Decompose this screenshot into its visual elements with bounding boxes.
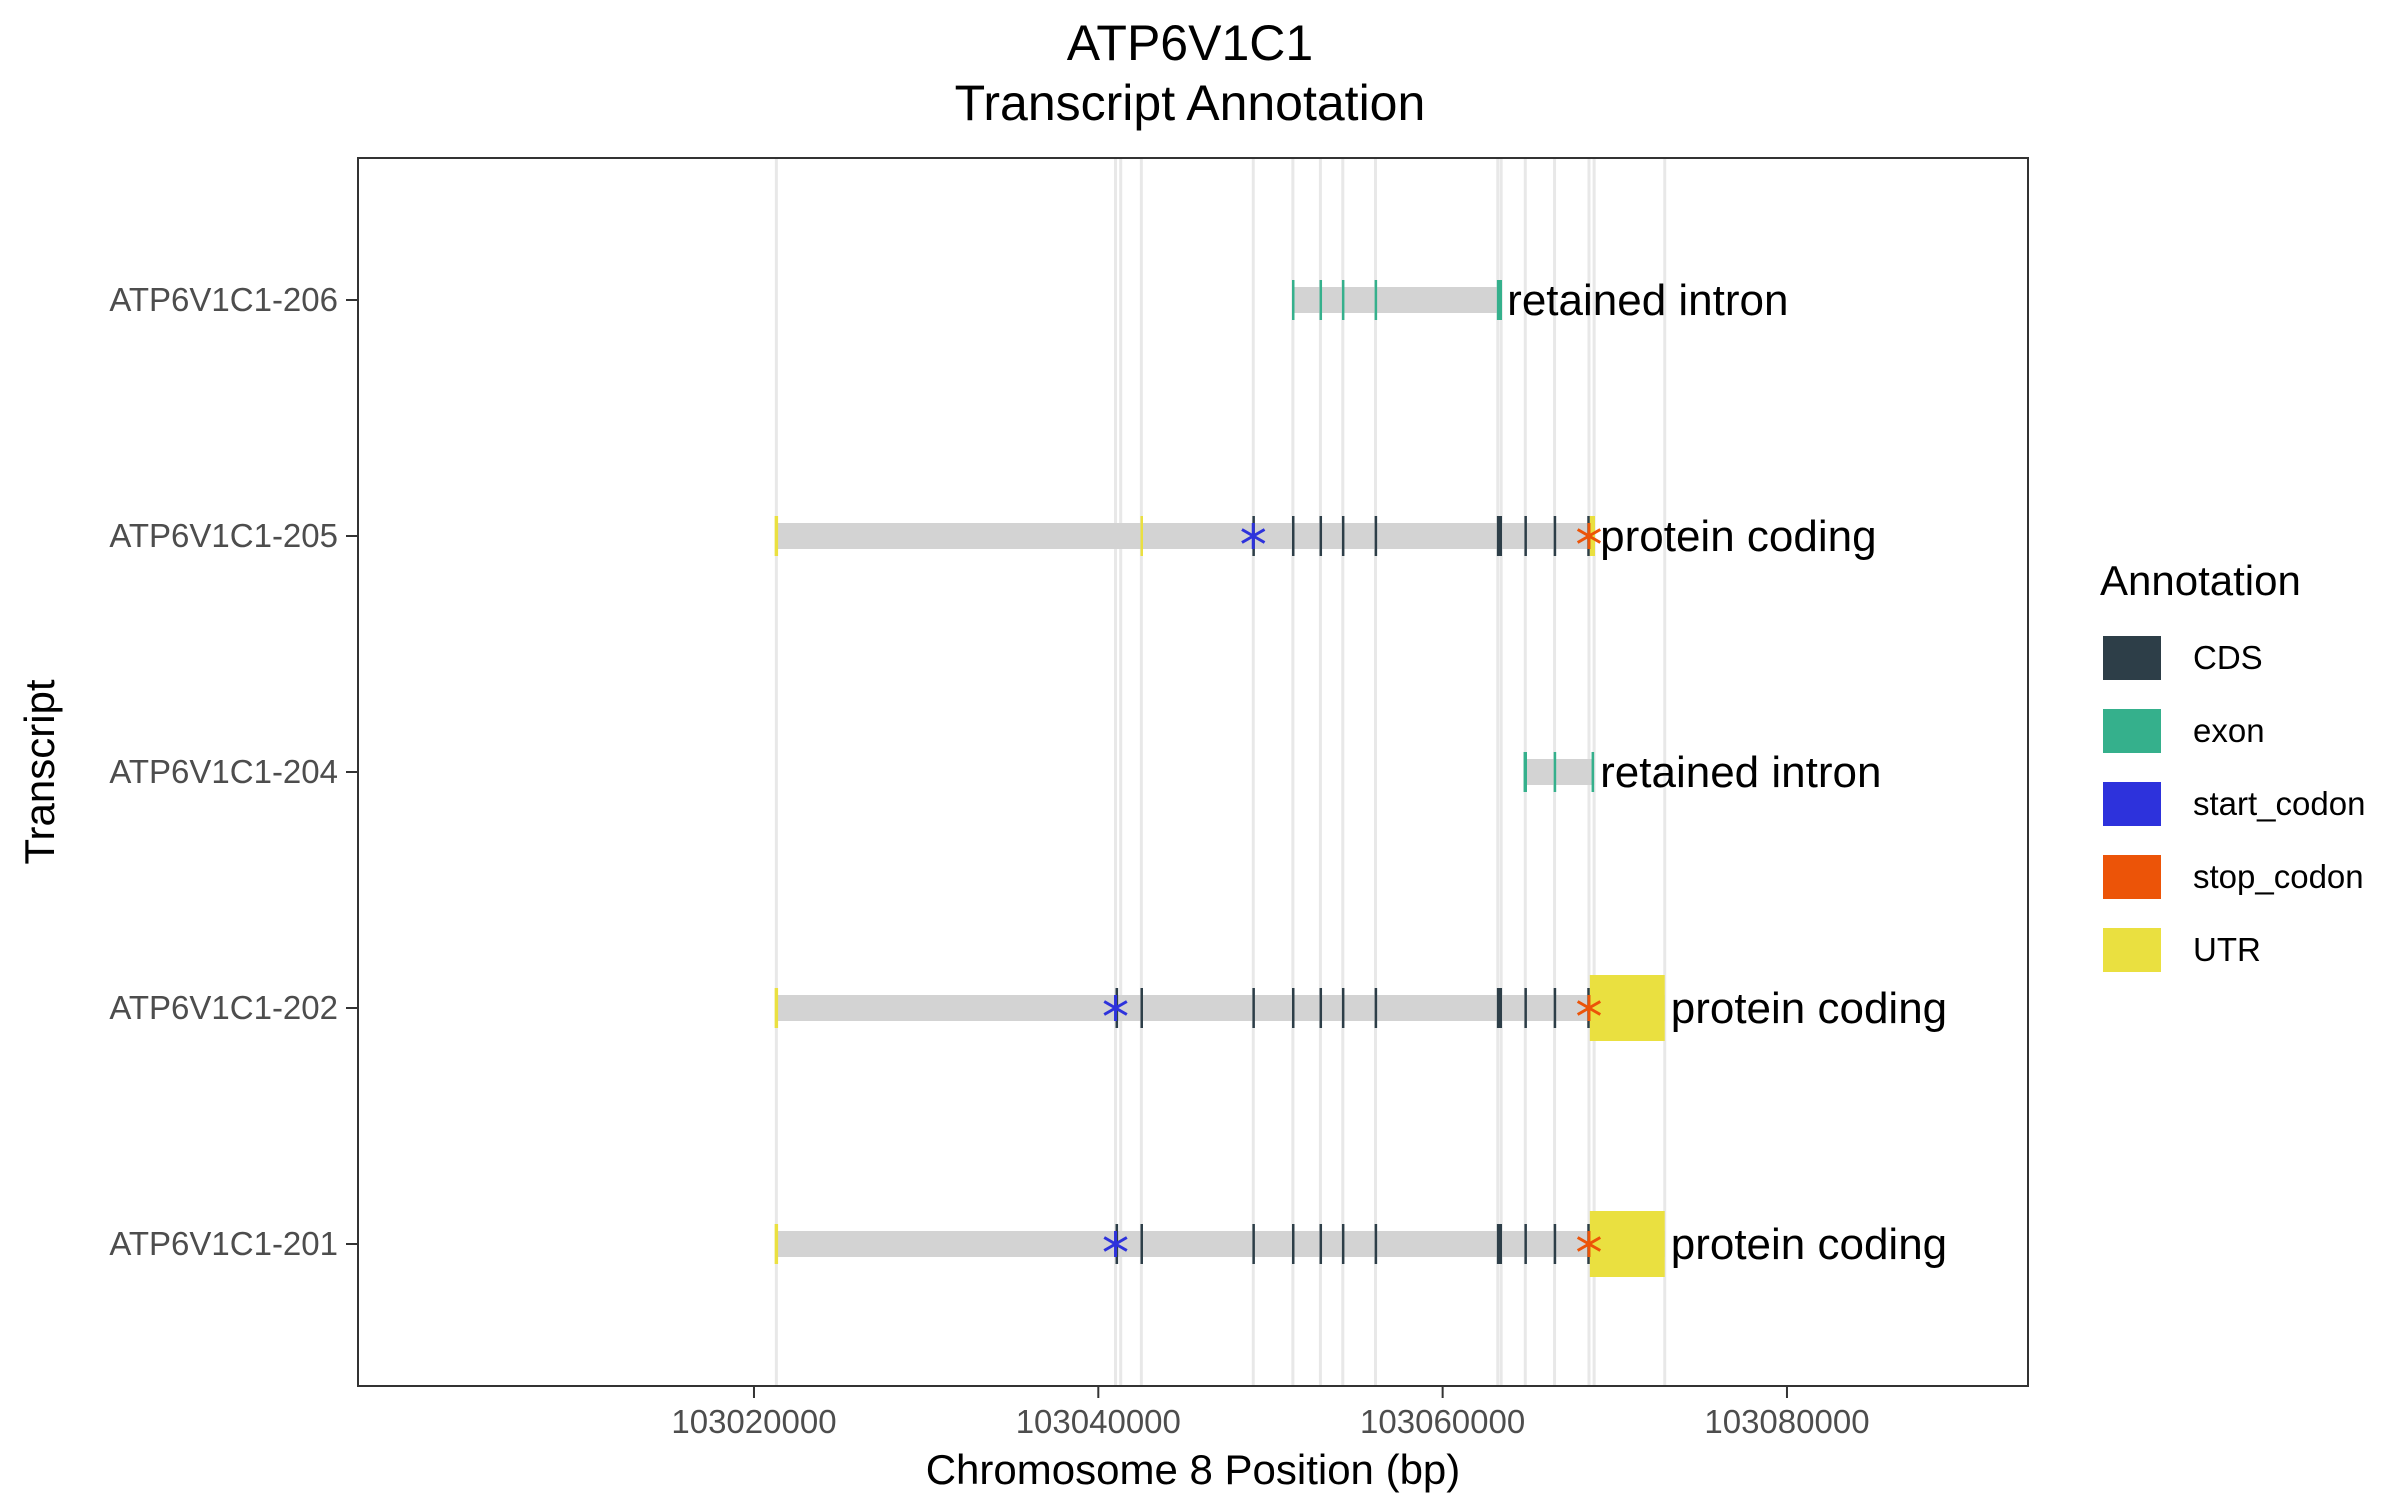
cds-block xyxy=(1496,988,1503,1028)
transcript-tracks xyxy=(774,280,1665,1277)
legend-label: start_codon xyxy=(2193,785,2365,822)
exon-block xyxy=(1291,280,1295,320)
intron-backbone xyxy=(1525,759,1595,785)
marker-stroke xyxy=(1103,1236,1128,1252)
start-codon-marker xyxy=(1241,523,1266,549)
utr-block xyxy=(774,1224,779,1264)
legend: Annotation CDS exon start_codon stop_codon U… xyxy=(2100,557,2365,972)
cds-block xyxy=(1341,1224,1345,1264)
legend-label: exon xyxy=(2193,712,2265,749)
exon-block xyxy=(1591,752,1595,792)
utr-block xyxy=(1589,1211,1665,1277)
cds-block xyxy=(1319,1224,1323,1264)
biotype-label: retained intron xyxy=(1600,748,1881,797)
intron-backbone xyxy=(776,523,1595,549)
legend-swatch xyxy=(2103,709,2161,753)
cds-block xyxy=(1319,988,1323,1028)
exon-block xyxy=(1553,752,1557,792)
stop-codon-marker xyxy=(1576,995,1602,1021)
cds-block xyxy=(1341,988,1345,1028)
chart-title: ATP6V1C1 xyxy=(1067,15,1313,71)
cds-block xyxy=(1252,1224,1255,1264)
utr-block xyxy=(1589,975,1665,1041)
exon-block xyxy=(1496,280,1503,320)
x-axis: 103020000 103040000 103060000 103080000 xyxy=(671,1386,1870,1440)
cds-block xyxy=(1524,1224,1527,1264)
legend-swatch xyxy=(2103,928,2161,972)
y-tick-label: ATP6V1C1-204 xyxy=(109,753,338,790)
biotype-label: retained intron xyxy=(1507,276,1788,325)
biotype-label: protein coding xyxy=(1671,984,1947,1033)
intron-backbone xyxy=(776,995,1665,1021)
legend-title: Annotation xyxy=(2100,557,2301,604)
marker-stroke xyxy=(1103,1000,1128,1016)
chart-subtitle: Transcript Annotation xyxy=(955,75,1426,131)
legend-label: UTR xyxy=(2193,931,2261,968)
utr-block xyxy=(1140,516,1143,556)
utr-block xyxy=(774,988,779,1028)
cds-block xyxy=(1524,988,1527,1028)
y-axis: ATP6V1C1-206 ATP6V1C1-205 ATP6V1C1-204 ATP6… xyxy=(109,281,358,1262)
marker-stroke xyxy=(1576,1236,1602,1252)
cds-block xyxy=(1252,988,1255,1028)
biotype-labels: retained intron protein coding retained in… xyxy=(1507,276,1947,1269)
cds-block xyxy=(1553,988,1557,1028)
cds-block xyxy=(1374,988,1378,1028)
cds-block xyxy=(1553,516,1557,556)
cds-block xyxy=(1524,516,1527,556)
start-codon-marker xyxy=(1103,1231,1128,1257)
utr-block xyxy=(1589,516,1596,556)
stop-codon-marker xyxy=(1576,1231,1602,1257)
y-tick-label: ATP6V1C1-201 xyxy=(109,1225,338,1262)
utr-block xyxy=(774,516,779,556)
x-tick-label: 103060000 xyxy=(1360,1403,1525,1440)
cds-block xyxy=(1291,1224,1295,1264)
cds-block xyxy=(1140,1224,1143,1264)
intron-backbone xyxy=(776,1231,1665,1257)
cds-block xyxy=(1291,988,1295,1028)
cds-block xyxy=(1496,516,1503,556)
x-tick-label: 103040000 xyxy=(1016,1403,1181,1440)
marker-stroke xyxy=(1241,528,1266,544)
x-tick-label: 103080000 xyxy=(1704,1403,1869,1440)
intron-backbone xyxy=(1292,287,1502,313)
legend-swatch xyxy=(2103,636,2161,680)
marker-stroke xyxy=(1576,528,1602,544)
x-axis-label: Chromosome 8 Position (bp) xyxy=(926,1446,1461,1493)
start-codon-marker xyxy=(1103,995,1128,1021)
cds-block xyxy=(1553,1224,1557,1264)
cds-block xyxy=(1140,988,1143,1028)
cds-block xyxy=(1374,516,1378,556)
y-axis-label: Transcript xyxy=(16,679,63,864)
exon-block xyxy=(1523,752,1527,792)
legend-label: stop_codon xyxy=(2193,858,2364,895)
exon-block xyxy=(1374,280,1378,320)
y-tick-label: ATP6V1C1-206 xyxy=(109,281,338,318)
cds-block xyxy=(1291,516,1295,556)
stop-codon-marker xyxy=(1576,523,1602,549)
cds-block xyxy=(1496,1224,1503,1264)
legend-swatch xyxy=(2103,782,2161,826)
biotype-label: protein coding xyxy=(1600,512,1876,561)
y-tick-label: ATP6V1C1-202 xyxy=(109,989,338,1026)
cds-block xyxy=(1341,516,1345,556)
legend-swatch xyxy=(2103,855,2161,899)
exon-block xyxy=(1319,280,1323,320)
cds-block xyxy=(1374,1224,1378,1264)
x-tick-label: 103020000 xyxy=(671,1403,836,1440)
y-tick-label: ATP6V1C1-205 xyxy=(109,517,338,554)
cds-block xyxy=(1319,516,1323,556)
legend-label: CDS xyxy=(2193,639,2263,676)
marker-stroke xyxy=(1576,1000,1602,1016)
biotype-label: protein coding xyxy=(1671,1220,1947,1269)
exon-block xyxy=(1341,280,1345,320)
